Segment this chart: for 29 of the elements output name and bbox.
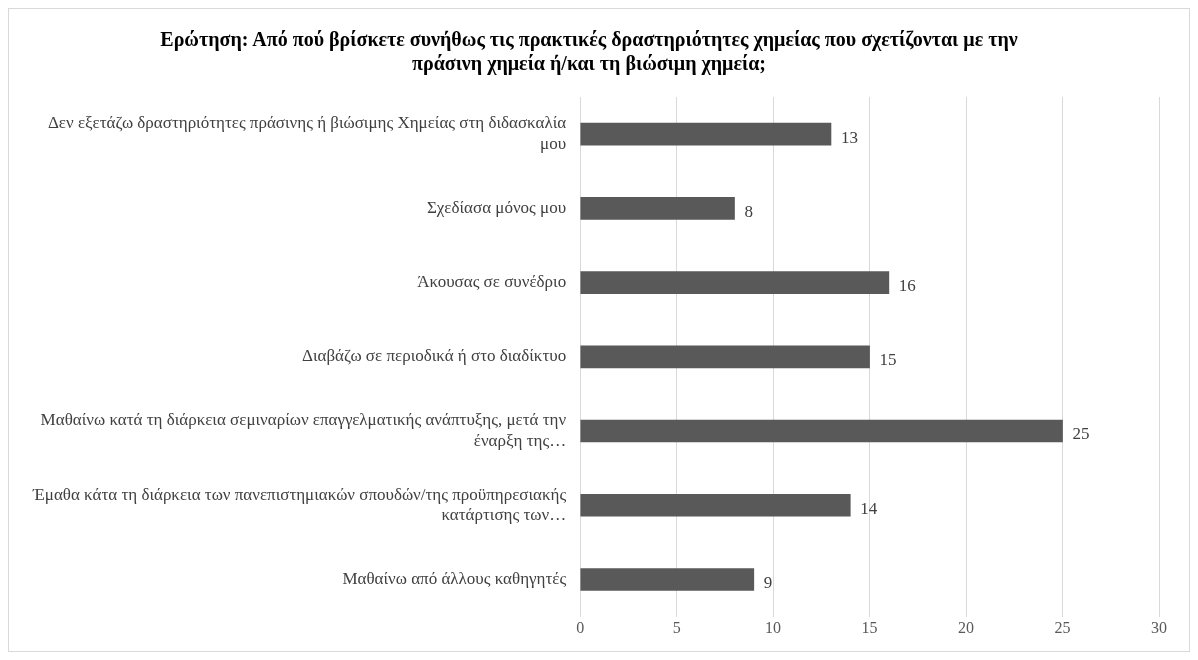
y-tick-label: Διαβάζω σε περιοδικά ή στο διαδίκτυο bbox=[302, 346, 567, 366]
x-tick-label: 25 bbox=[1054, 619, 1071, 637]
data-label: 8 bbox=[744, 201, 754, 221]
data-label: 14 bbox=[860, 498, 878, 518]
chart-title: Ερώτηση: Από πού βρίσκετε συνήθως τις πρακτικές δραστηριότητες χημείας που σχετίζονται με την πράσινη χημεία ή/και τη βιώσιμη χημεία; bbox=[160, 28, 1018, 76]
x-tick-label: 20 bbox=[958, 619, 975, 637]
bar bbox=[580, 493, 851, 517]
y-tick-label: Μαθαίνω από άλλους καθηγητές bbox=[342, 568, 567, 588]
data-label: 13 bbox=[840, 127, 858, 147]
bar bbox=[580, 197, 735, 220]
x-tick-label: 5 bbox=[672, 619, 681, 637]
x-tick-label: 0 bbox=[576, 619, 585, 637]
bar bbox=[580, 568, 755, 591]
bar bbox=[580, 122, 832, 146]
data-label: 9 bbox=[763, 572, 773, 592]
y-tick-label: Δεν εξετάζω δραστηριότητες πράσινης ή βιώσιμης Χημείας στη διδασκαλία μου bbox=[47, 113, 567, 153]
bar bbox=[580, 345, 870, 369]
x-tick-label: 15 bbox=[861, 619, 878, 637]
x-tick-label: 30 bbox=[1151, 619, 1167, 637]
data-label: 25 bbox=[1072, 424, 1090, 444]
y-tick-label: Μαθαίνω κατά τη διάρκεια σεμιναρίων επαγγελματικής ανάπτυξης, μετά την έναρξη της… bbox=[40, 410, 567, 450]
y-tick-label: Σχεδίασα μόνος μου bbox=[426, 197, 567, 217]
y-tick-label: Άκουσας σε συνέδριο bbox=[417, 272, 567, 292]
bar bbox=[580, 271, 890, 294]
x-tick-label: 10 bbox=[765, 619, 782, 637]
data-label: 16 bbox=[898, 276, 916, 296]
bar bbox=[580, 419, 1063, 443]
data-label: 15 bbox=[879, 350, 897, 370]
y-tick-label: Έμαθα κάτα τη διάρκεια των πανεπιστημιακών σπουδών/της προϋπηρεσιακής κατάρτισης των… bbox=[31, 484, 567, 524]
